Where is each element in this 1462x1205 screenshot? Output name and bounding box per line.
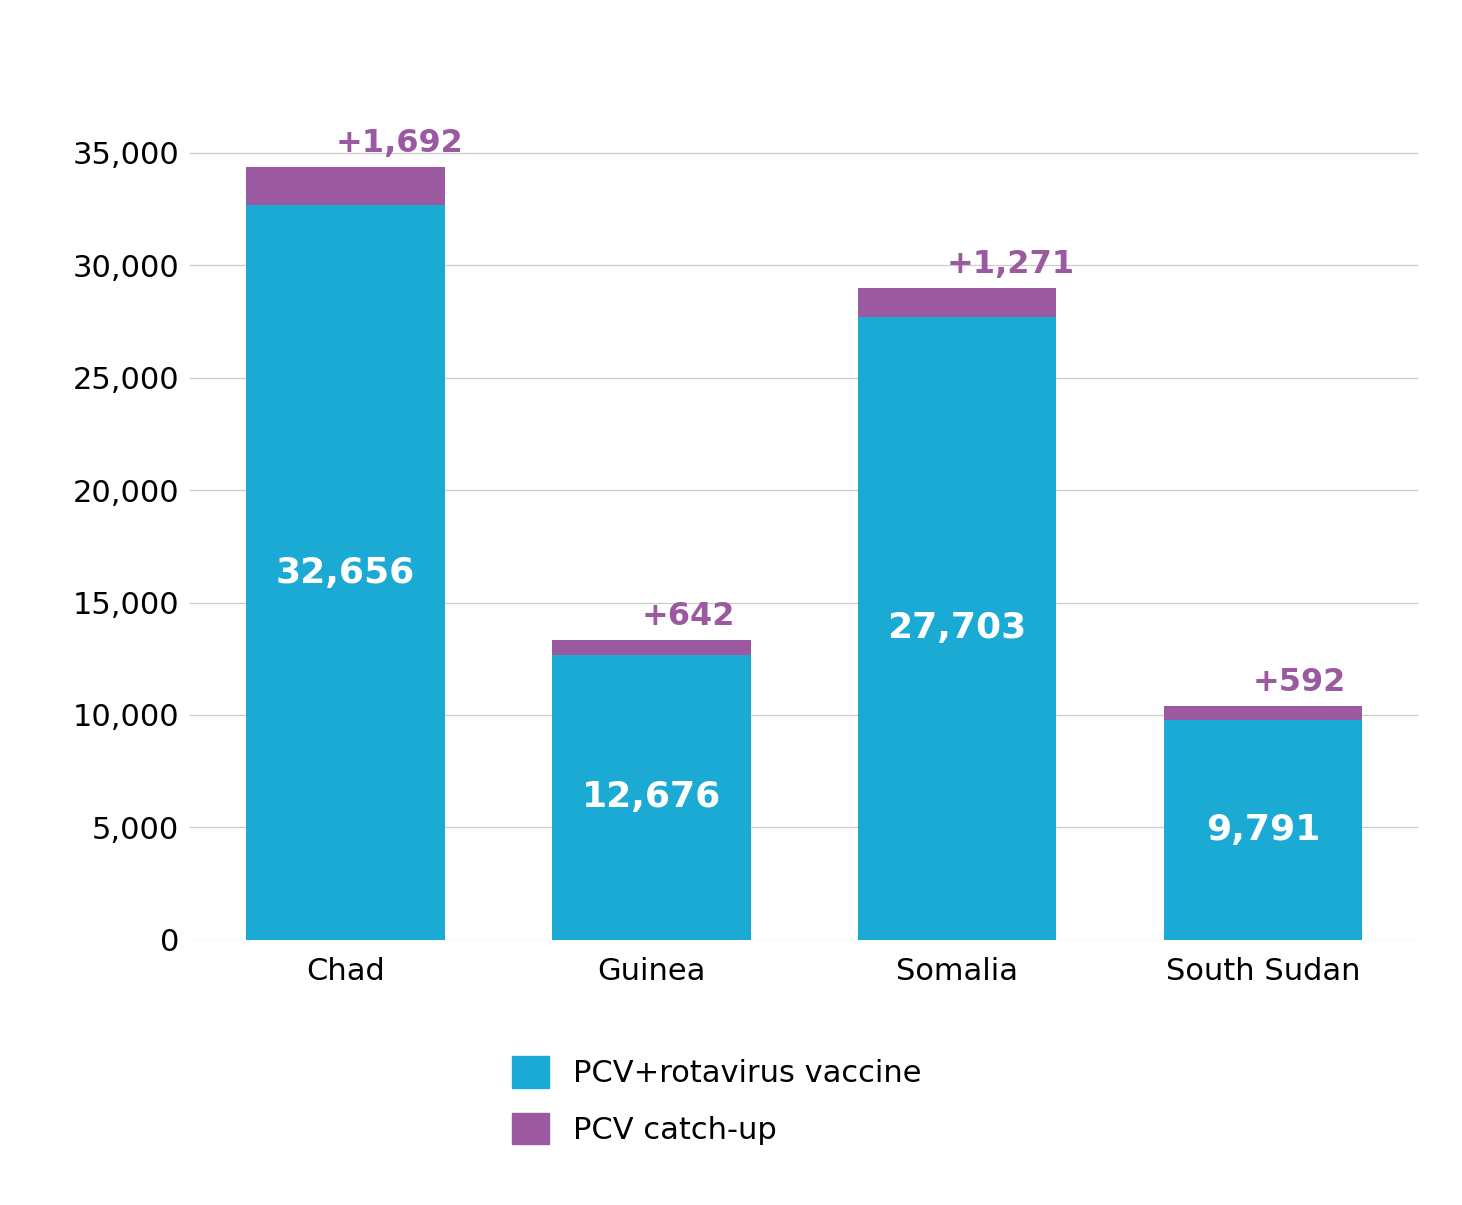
Bar bbox=[551, 654, 750, 940]
Bar bbox=[246, 167, 444, 205]
Legend: PCV+rotavirus vaccine, PCV catch-up: PCV+rotavirus vaccine, PCV catch-up bbox=[512, 1057, 923, 1145]
Text: 9,791: 9,791 bbox=[1206, 813, 1320, 847]
Bar bbox=[858, 317, 1057, 940]
Text: +1,271: +1,271 bbox=[947, 249, 1075, 281]
Bar bbox=[551, 640, 750, 654]
Bar bbox=[1164, 706, 1363, 719]
Text: 12,676: 12,676 bbox=[582, 781, 721, 815]
Text: 27,703: 27,703 bbox=[887, 611, 1026, 646]
Text: +592: +592 bbox=[1253, 668, 1347, 699]
Bar bbox=[246, 205, 444, 940]
Text: +642: +642 bbox=[642, 601, 735, 633]
Text: +1,692: +1,692 bbox=[335, 129, 463, 159]
Bar bbox=[858, 288, 1057, 317]
Bar bbox=[1164, 719, 1363, 940]
Text: 32,656: 32,656 bbox=[276, 556, 415, 589]
